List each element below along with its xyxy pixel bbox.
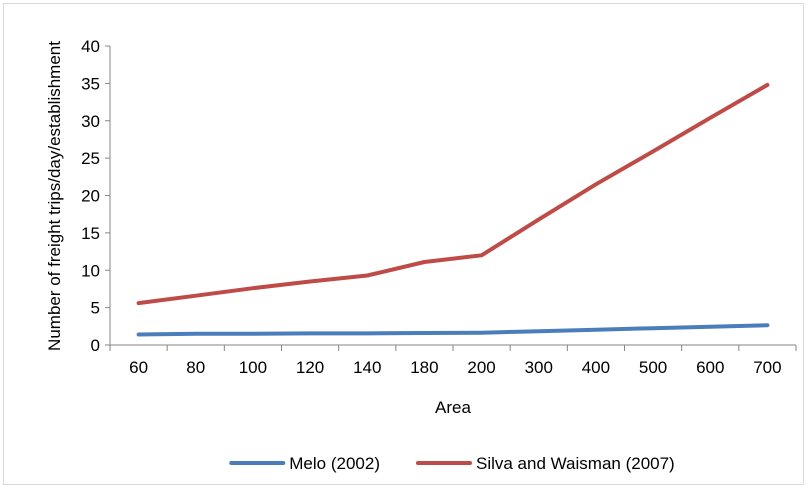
y-axis-title: Number of freight trips/day/establishmen…: [45, 41, 64, 351]
legend-label: Melo (2002): [289, 454, 380, 473]
x-axis-title: Area: [435, 398, 471, 417]
legend-label: Silva and Waisman (2007): [476, 454, 675, 473]
y-tick-label: 30: [81, 112, 100, 131]
x-ticks: 60 80 100 120 140 180 200 300 400 500 600 700: [109, 345, 797, 377]
legend: Melo (2002) Silva and Waisman (2007): [229, 454, 675, 473]
x-tick-label: 600: [696, 358, 724, 377]
x-tick-label: 500: [639, 358, 667, 377]
x-tick-label: 80: [186, 358, 205, 377]
chart-frame: [3, 3, 804, 485]
y-tick-label: 0: [91, 336, 100, 355]
x-tick-label: 180: [410, 358, 438, 377]
x-tick-label: 60: [129, 358, 148, 377]
y-tick-label: 5: [91, 299, 100, 318]
y-tick-label: 20: [81, 187, 100, 206]
y-tick-label: 15: [81, 224, 100, 243]
y-tick-label: 35: [81, 74, 100, 93]
y-tick-label: 25: [81, 149, 100, 168]
series-layer: [136, 82, 770, 337]
y-ticks: 0 5 10 15 20 25 30 35 40: [81, 37, 110, 355]
x-tick-label: 100: [239, 358, 267, 377]
y-tick-label: 40: [81, 37, 100, 56]
axes: [109, 46, 796, 346]
series-line-2: [136, 82, 770, 306]
x-tick-label: 140: [353, 358, 381, 377]
y-tick-label: 10: [81, 261, 100, 280]
series-line-1: [136, 323, 770, 337]
x-tick-label: 200: [467, 358, 495, 377]
x-tick-label: 700: [753, 358, 781, 377]
x-tick-label: 400: [582, 358, 610, 377]
x-tick-label: 300: [525, 358, 553, 377]
x-tick-label: 120: [296, 358, 324, 377]
